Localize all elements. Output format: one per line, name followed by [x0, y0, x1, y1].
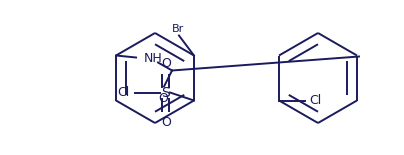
Text: O: O [158, 93, 168, 106]
Text: O: O [161, 115, 171, 128]
Text: O: O [161, 57, 171, 69]
Text: Cl: Cl [309, 94, 321, 107]
Text: S: S [162, 86, 170, 100]
Text: Br: Br [172, 24, 184, 33]
Text: NH: NH [144, 52, 163, 65]
Text: Cl: Cl [118, 86, 130, 99]
